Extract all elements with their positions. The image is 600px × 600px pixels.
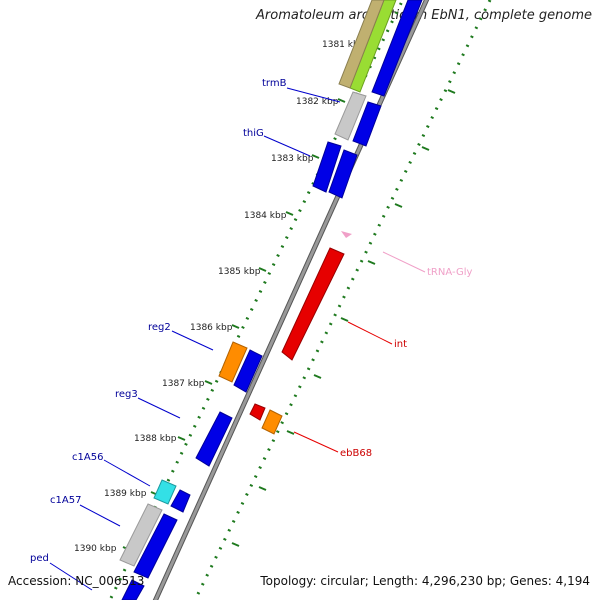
gene-feature-cds[interactable]	[133, 513, 178, 579]
gene-feature-cds[interactable]	[233, 349, 263, 393]
c1A56-feature[interactable]	[153, 479, 177, 505]
ebB68-feature-a[interactable]	[249, 403, 266, 421]
tick-label: 1383 kbp	[271, 154, 314, 164]
genome-backbone-highlight	[153, 0, 429, 600]
gene-feature-cds[interactable]	[312, 141, 342, 193]
label-ped[interactable]: ped	[30, 553, 49, 564]
gene-feature-cds[interactable]	[170, 489, 191, 513]
tick-label: 1386 kbp	[190, 323, 233, 333]
genome-summary-text: Topology: circular; Length: 4,296,230 bp…	[260, 574, 590, 588]
tick-label: 1381 kbp	[322, 40, 365, 50]
tick-label: 1387 kbp	[162, 379, 205, 389]
label-c1A57[interactable]: c1A57	[50, 495, 81, 506]
gene-feature-cds[interactable]	[371, 0, 423, 97]
label-c1A56[interactable]: c1A56	[72, 452, 103, 463]
accession-text: Accession: NC_006513	[8, 574, 145, 588]
tick-label: 1389 kbp	[104, 489, 147, 499]
map-title: Aromatoleum aromaticum EbN1, complete ge…	[256, 8, 592, 23]
label-reg2[interactable]: reg2	[148, 322, 171, 333]
label-trmB[interactable]: trmB	[262, 78, 287, 89]
gene-labels: trmB thiG reg2 reg3 c1A56 c1A57 ped tRNA…	[30, 78, 472, 564]
feature-tracks	[119, 0, 423, 600]
trna-gly-feature[interactable]	[341, 231, 352, 238]
gene-feature-cds[interactable]	[195, 411, 233, 467]
tick-label: 1390 kbp	[74, 544, 117, 554]
label-int[interactable]: int	[394, 339, 407, 350]
outer-tick-markers	[231, 89, 456, 547]
int-feature[interactable]	[281, 247, 345, 361]
label-tRNA-Gly[interactable]: tRNA-Gly	[427, 267, 472, 278]
tick-dots-outer	[193, 0, 492, 600]
ebB68-feature-b[interactable]	[261, 409, 283, 435]
tick-label: 1382 kbp	[296, 97, 339, 107]
gene-feature-cds[interactable]	[328, 149, 358, 199]
gene-feature-rrna[interactable]	[338, 0, 385, 89]
tick-markers	[122, 41, 371, 551]
label-leader-lines	[49, 87, 426, 591]
tick-label: 1384 kbp	[244, 211, 287, 221]
c1A57-feature[interactable]	[119, 503, 163, 567]
label-thiG[interactable]: thiG	[243, 128, 264, 139]
reg2-feature[interactable]	[218, 341, 248, 383]
gene-feature-pseudo[interactable]	[334, 91, 367, 141]
tick-label: 1385 kbp	[218, 267, 261, 277]
tick-label: 1388 kbp	[134, 434, 177, 444]
label-reg3[interactable]: reg3	[115, 389, 138, 400]
gene-feature-cds[interactable]	[121, 579, 145, 600]
tick-labels: 1381 kbp 1382 kbp 1383 kbp 1384 kbp 1385…	[74, 40, 365, 554]
label-ebB68[interactable]: ebB68	[340, 448, 372, 459]
gene-feature-cds[interactable]	[352, 101, 382, 147]
